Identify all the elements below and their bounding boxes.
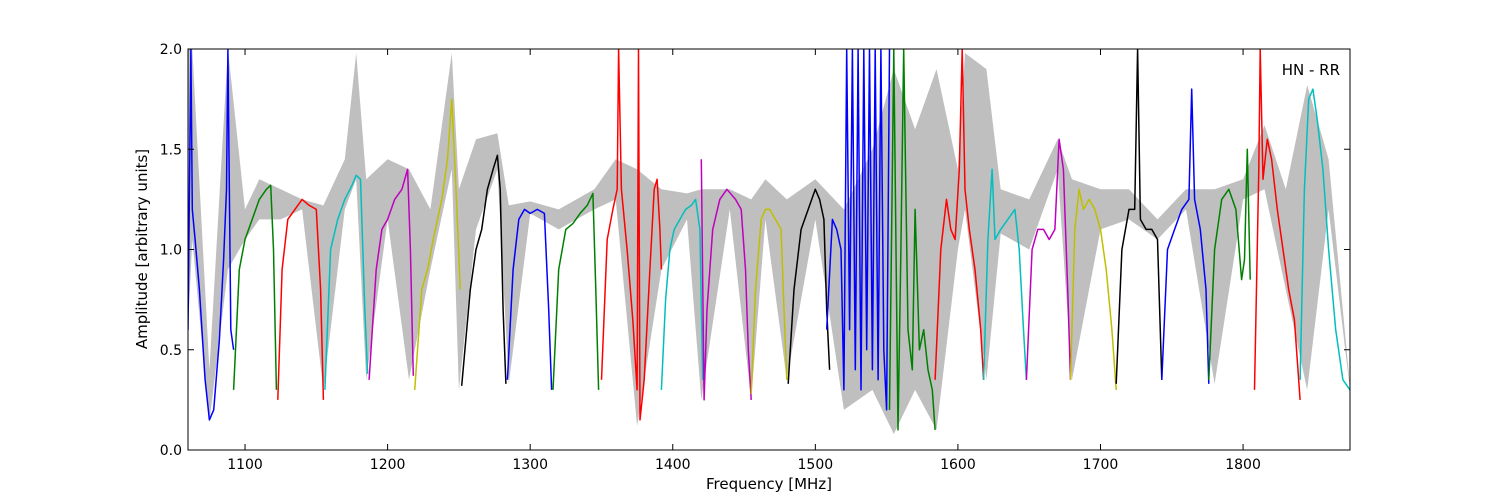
series-line-7 xyxy=(460,154,507,386)
series-line-9 xyxy=(552,192,600,390)
series-line-2 xyxy=(232,184,278,390)
x-axis: 1100 1200 1300 1400 1500 1600 1700 1800 xyxy=(227,49,1261,473)
y-tick-label: 1.5 xyxy=(160,142,182,158)
series-line-24 xyxy=(1253,49,1301,400)
series-line-1 xyxy=(188,49,235,421)
series-line-3 xyxy=(277,198,325,400)
series-layer xyxy=(188,49,1350,431)
x-axis-label: Frequency [MHz] xyxy=(706,475,832,493)
x-tick-label: 1500 xyxy=(798,457,834,473)
series-line-8 xyxy=(506,208,553,390)
x-tick-label: 1700 xyxy=(1083,457,1119,473)
y-tick-label: 2.0 xyxy=(160,42,182,58)
series-line-23 xyxy=(1208,148,1251,380)
x-tick-label: 1600 xyxy=(940,457,976,473)
series-line-22 xyxy=(1161,88,1210,384)
series-line-6 xyxy=(413,98,462,390)
series-line-20 xyxy=(1069,188,1117,390)
y-tick-label: 0.0 xyxy=(160,443,182,459)
series-line-21 xyxy=(1115,49,1163,384)
y-axis-label: Amplitude [arbitrary units] xyxy=(133,149,151,349)
x-tick-label: 1400 xyxy=(655,457,691,473)
series-line-16 xyxy=(888,49,936,431)
series-line-5 xyxy=(368,168,415,380)
x-tick-label: 1100 xyxy=(227,457,263,473)
y-axis: 0.0 0.5 1.0 1.5 2.0 xyxy=(160,42,1350,459)
y-tick-label: 1.0 xyxy=(160,243,182,259)
series-line-25 xyxy=(1299,88,1350,391)
chart-annotation: HN - RR xyxy=(1282,61,1340,79)
series-line-12 xyxy=(700,159,752,401)
x-tick-label: 1300 xyxy=(512,457,548,473)
series-line-11 xyxy=(660,198,704,390)
series-line-13 xyxy=(750,208,788,394)
series-line-15 xyxy=(825,49,891,411)
series-line-17 xyxy=(934,49,985,380)
x-tick-label: 1200 xyxy=(370,457,406,473)
series-line-10 xyxy=(600,49,663,421)
series-line-19 xyxy=(1025,138,1072,380)
series-line-14 xyxy=(787,188,831,384)
series-line-4 xyxy=(324,174,369,390)
x-tick-label: 1800 xyxy=(1225,457,1261,473)
series-line-18 xyxy=(982,168,1028,380)
y-tick-label: 0.5 xyxy=(160,343,182,359)
